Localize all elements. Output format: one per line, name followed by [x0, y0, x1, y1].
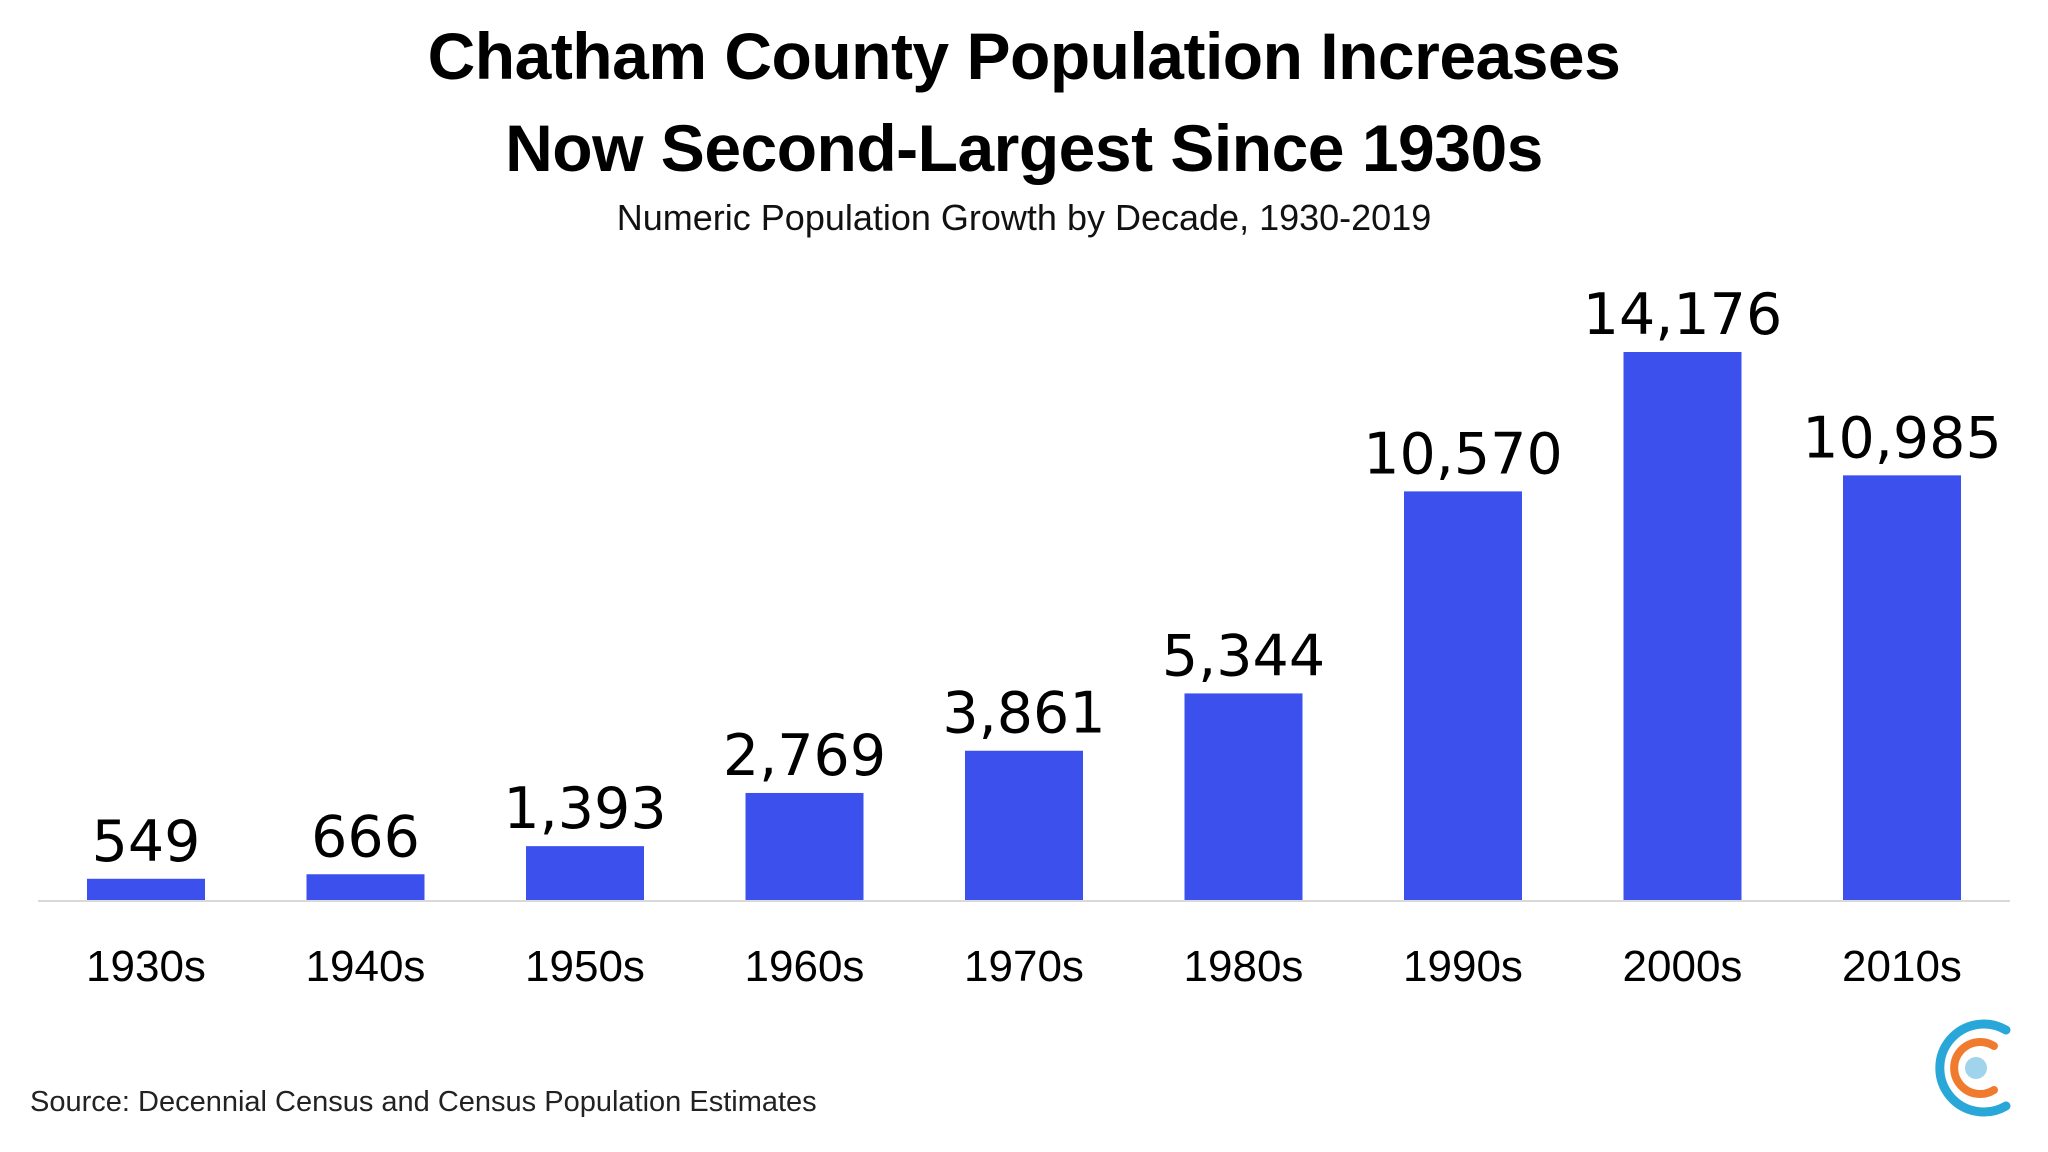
x-tick-label-1950s: 1950s	[525, 942, 645, 991]
data-label-2010s: 10,985	[1802, 405, 2001, 471]
source-note: Source: Decennial Census and Census Popu…	[30, 1086, 817, 1118]
data-label-1960s: 2,769	[723, 723, 886, 789]
bar-1950s	[526, 846, 644, 900]
data-label-1950s: 1,393	[503, 776, 666, 842]
data-label-1930s: 549	[92, 809, 201, 875]
x-tick-label-1930s: 1930s	[86, 942, 206, 991]
data-label-2000s: 14,176	[1583, 282, 1782, 348]
x-tick-label-1960s: 1960s	[745, 942, 865, 991]
x-tick-label-2000s: 2000s	[1623, 942, 1743, 991]
x-tick-label-2010s: 2010s	[1842, 942, 1962, 991]
chart-subtitle: Numeric Population Growth by Decade, 193…	[616, 197, 1432, 238]
concentric-c-logo-icon	[1935, 1019, 2011, 1117]
bar-1960s	[745, 792, 864, 900]
x-tick-label-1990s: 1990s	[1403, 942, 1523, 991]
x-tick-label-1940s: 1940s	[306, 942, 426, 991]
data-label-1970s: 3,861	[942, 681, 1105, 747]
bar-2000s	[1623, 352, 1742, 900]
x-tick-label-1970s: 1970s	[964, 942, 1084, 991]
bar-1990s	[1404, 491, 1522, 900]
bar-1980s	[1184, 693, 1303, 900]
chart-title-line-2: Now Second-Largest Since 1930s	[505, 111, 1543, 185]
data-label-1940s: 666	[311, 804, 420, 870]
chart-title-line-1: Chatham County Population Increases	[427, 19, 1621, 93]
bar-1930s	[87, 878, 205, 900]
x-tick-label-1980s: 1980s	[1184, 942, 1304, 991]
data-label-1980s: 5,344	[1162, 623, 1325, 689]
data-label-1990s: 10,570	[1363, 421, 1562, 487]
bar-1970s	[965, 750, 1083, 900]
bar-1940s	[306, 874, 425, 900]
bar-2010s	[1843, 475, 1961, 900]
